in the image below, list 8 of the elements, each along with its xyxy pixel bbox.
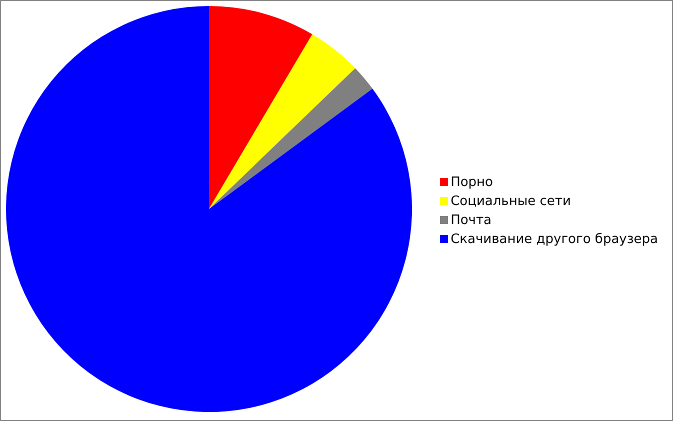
pie-slice bbox=[209, 68, 372, 209]
legend-label: Почта bbox=[450, 212, 492, 230]
pie-slice bbox=[6, 6, 412, 412]
legend-label: Скачивание другого браузера bbox=[450, 230, 658, 248]
pie-slice bbox=[209, 6, 312, 209]
legend-label: Социальные сети bbox=[450, 192, 571, 210]
legend-label: Порно bbox=[450, 174, 493, 192]
pie-slice bbox=[209, 34, 356, 209]
